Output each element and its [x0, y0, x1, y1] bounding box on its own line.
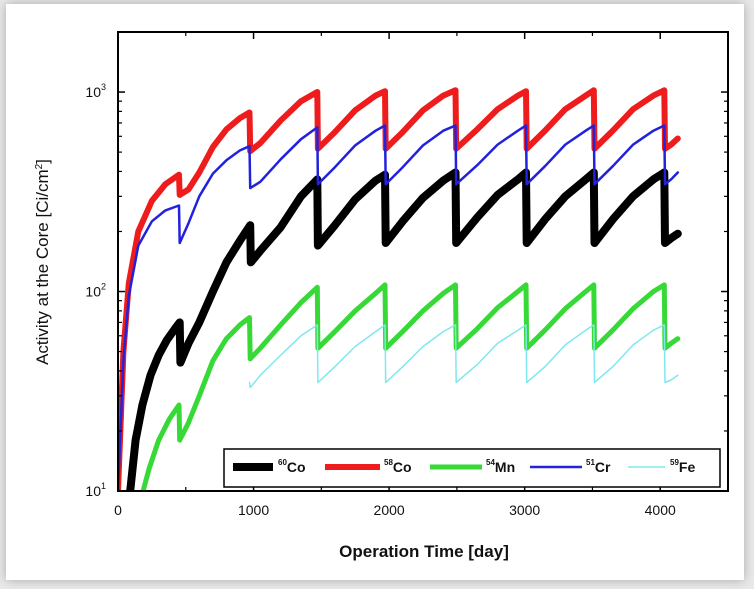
y-tick-label: 101: [85, 481, 106, 499]
x-tick-label: 3000: [509, 502, 540, 518]
legend-label-co58: 58Co: [384, 458, 412, 475]
y-tick-label: 102: [85, 282, 106, 300]
x-tick-label: 4000: [645, 502, 676, 518]
legend-label-cr51: 51Cr: [586, 458, 611, 475]
y-axis-title-sup: 2: [34, 163, 45, 169]
x-tick-label: 0: [114, 502, 122, 518]
series-layer: [119, 87, 682, 491]
ticks-layer: 0 1000 2000 3000 4000 101 102 103: [85, 31, 728, 518]
y-axis-title-main: Activity at the Core [Ci/cm: [33, 169, 52, 365]
y-axis-title: Activity at the Core [Ci/cm2]: [33, 159, 52, 365]
y-tick-label: 103: [85, 82, 106, 100]
series-line-fe59: [248, 324, 679, 389]
y-axis-title-tail: ]: [33, 159, 52, 164]
series-line-cr51: [119, 124, 680, 491]
x-axis-title: Operation Time [day]: [339, 542, 509, 561]
x-tick-label: 2000: [374, 502, 405, 518]
x-tick-label: 1000: [238, 502, 269, 518]
legend-label-mn54: 54Mn: [486, 458, 515, 475]
legend-label-co60: 60Co: [278, 458, 306, 475]
series-line-co58: [119, 87, 681, 491]
plot-border: [117, 31, 729, 492]
legend-label-fe59: 59Fe: [670, 458, 695, 475]
legend: 60Co 58Co 54Mn 51Cr 59Fe: [223, 448, 721, 488]
axes-layer: [117, 31, 729, 492]
